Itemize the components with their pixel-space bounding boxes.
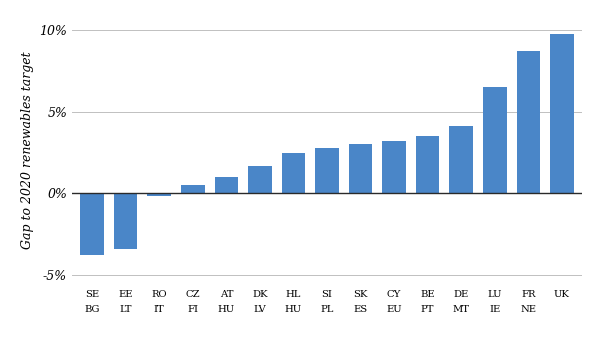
Bar: [148, 193, 171, 196]
Text: SK: SK: [353, 290, 368, 299]
Text: EE: EE: [118, 290, 133, 299]
Text: RO: RO: [151, 290, 167, 299]
Bar: [181, 185, 205, 193]
Bar: [349, 144, 372, 193]
Text: SE: SE: [85, 290, 99, 299]
Text: PL: PL: [320, 305, 334, 314]
Bar: [550, 33, 574, 193]
Text: LV: LV: [254, 305, 266, 314]
Text: EU: EU: [386, 305, 402, 314]
Text: CY: CY: [387, 290, 401, 299]
Bar: [416, 136, 439, 193]
Text: AT: AT: [220, 290, 233, 299]
Text: LU: LU: [488, 290, 502, 299]
Bar: [382, 141, 406, 193]
Text: DK: DK: [252, 290, 268, 299]
Text: HU: HU: [218, 305, 235, 314]
Bar: [282, 152, 305, 193]
Text: MT: MT: [453, 305, 470, 314]
Text: HU: HU: [285, 305, 302, 314]
Bar: [449, 127, 473, 193]
Bar: [248, 166, 272, 193]
Text: LT: LT: [119, 305, 132, 314]
Text: IE: IE: [489, 305, 500, 314]
Text: BE: BE: [421, 290, 435, 299]
Text: CZ: CZ: [185, 290, 200, 299]
Bar: [517, 51, 540, 193]
Text: FR: FR: [521, 290, 536, 299]
Text: PT: PT: [421, 305, 434, 314]
Bar: [483, 87, 506, 193]
Text: FI: FI: [187, 305, 198, 314]
Bar: [114, 193, 137, 249]
Text: UK: UK: [554, 290, 570, 299]
Bar: [315, 148, 339, 193]
Y-axis label: Gap to 2020 renewables target: Gap to 2020 renewables target: [21, 51, 34, 249]
Text: DE: DE: [454, 290, 469, 299]
Text: SI: SI: [322, 290, 332, 299]
Text: IT: IT: [154, 305, 164, 314]
Bar: [80, 193, 104, 255]
Text: HL: HL: [286, 290, 301, 299]
Text: NE: NE: [520, 305, 536, 314]
Bar: [215, 177, 238, 193]
Text: ES: ES: [353, 305, 368, 314]
Text: BG: BG: [85, 305, 100, 314]
